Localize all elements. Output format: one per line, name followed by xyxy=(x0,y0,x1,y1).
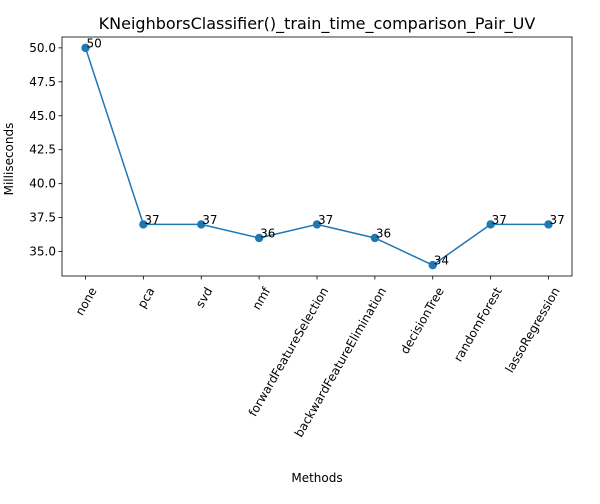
y-axis-label: Milliseconds xyxy=(2,123,16,196)
chart-title: KNeighborsClassifier()_train_time_compar… xyxy=(99,14,536,34)
data-point xyxy=(544,220,553,229)
data-label: 50 xyxy=(87,36,102,50)
data-label: 36 xyxy=(376,226,391,240)
data-label: 37 xyxy=(550,213,565,227)
x-tick-label: lassoRegression xyxy=(503,285,563,375)
x-tick-label: nmf xyxy=(249,284,273,312)
y-tick-label: 37.5 xyxy=(29,211,56,225)
data-point xyxy=(370,233,380,243)
y-tick-label: 35.0 xyxy=(29,245,56,259)
data-point xyxy=(312,220,322,229)
data-point xyxy=(81,43,90,53)
data-point xyxy=(197,220,206,229)
data-label: 36 xyxy=(260,226,275,240)
plot-frame xyxy=(61,36,573,277)
plot-area: 35.0 37.5 40.0 42.5 45.0 47.5 50.0 none pca svd nm… xyxy=(29,36,573,440)
data-label: 37 xyxy=(144,213,159,227)
x-tick-label: pca xyxy=(135,285,158,311)
y-tick-label: 40.0 xyxy=(29,177,56,191)
data-point xyxy=(254,233,264,243)
data-point xyxy=(428,260,437,270)
x-axis-label: Methods xyxy=(291,471,342,485)
x-tick-label: randomForest xyxy=(451,285,505,364)
y-tick-label: 45.0 xyxy=(29,109,56,123)
data-point xyxy=(139,220,148,229)
y-tick-label: 42.5 xyxy=(29,143,56,157)
x-tick-label: none xyxy=(73,285,100,318)
data-label: 37 xyxy=(492,213,507,227)
data-label: 37 xyxy=(202,213,217,227)
x-tick-label: svd xyxy=(193,285,216,310)
data-label: 37 xyxy=(318,213,333,227)
series-line xyxy=(84,47,549,267)
data-label: 34 xyxy=(434,254,449,268)
y-tick-label: 50.0 xyxy=(29,41,56,55)
y-tick-label: 47.5 xyxy=(29,75,56,89)
data-point xyxy=(486,220,495,229)
x-tick-label: decisionTree xyxy=(398,285,447,356)
